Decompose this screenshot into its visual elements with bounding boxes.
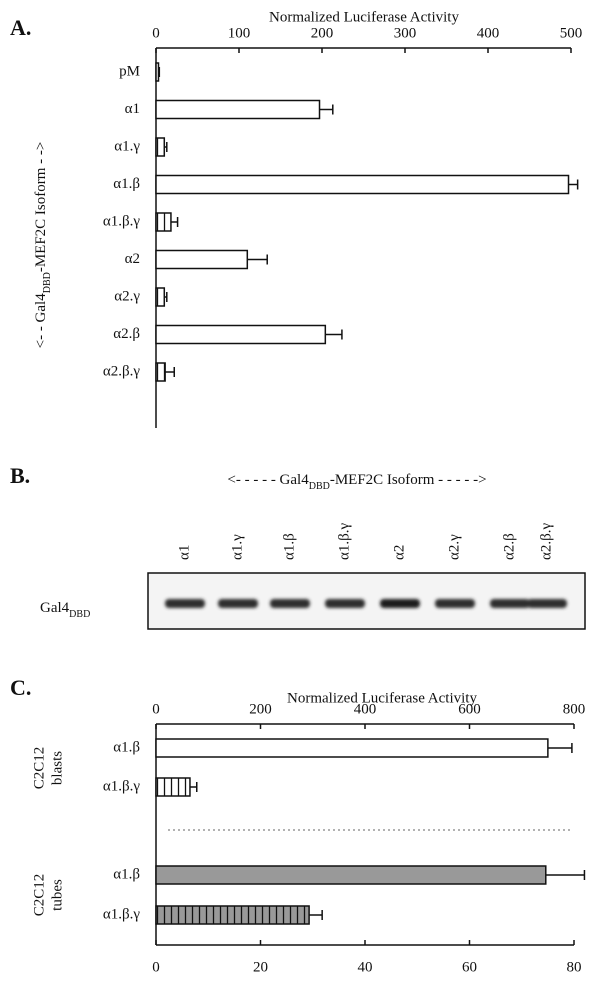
group-label: tubes xyxy=(49,879,65,911)
bar xyxy=(156,739,548,757)
y-tick-label: α1.γ xyxy=(114,138,140,154)
x-tick-label: 60 xyxy=(462,959,477,975)
panel-label: C. xyxy=(10,675,31,700)
group-label: C2C12 xyxy=(31,747,47,790)
y-tick-label: α2 xyxy=(125,251,140,267)
x-tick-label: 800 xyxy=(563,701,586,717)
x-tick-label: 100 xyxy=(228,25,251,41)
bar xyxy=(156,63,158,81)
y-tick-label: α1.β.γ xyxy=(103,906,140,922)
x-tick-label: 200 xyxy=(249,701,272,717)
panel-label: A. xyxy=(10,15,31,40)
y-tick-label: α2.γ xyxy=(114,288,140,304)
y-axis-title: <- - Gal4DBD-MEF2C Isoform - -> xyxy=(33,142,52,349)
blot-header-part: <- - - - - Gal4 xyxy=(227,472,309,488)
y-tick-label: α1.β xyxy=(113,866,140,882)
y-tick-label: α1 xyxy=(125,101,140,117)
lane-label: α1 xyxy=(176,545,192,560)
blot-header-subscript: DBD xyxy=(309,481,330,492)
x-tick-label: 400 xyxy=(477,25,500,41)
x-tick-label: 200 xyxy=(311,25,334,41)
blot-band xyxy=(435,599,475,608)
bar xyxy=(156,213,171,231)
x-tick-label: 400 xyxy=(354,701,377,717)
blot-band xyxy=(490,599,530,608)
lane-label: α1.γ xyxy=(229,534,245,560)
blot-band xyxy=(380,599,420,608)
y-tick-label: α1.β.γ xyxy=(103,778,140,794)
x-tick-label: 20 xyxy=(253,959,268,975)
bar xyxy=(156,326,325,344)
blot-row-label: Gal4DBD xyxy=(40,600,90,619)
blot-band xyxy=(270,599,310,608)
lane-label: α2.β.γ xyxy=(538,523,554,560)
bar xyxy=(156,866,546,884)
x-tick-label: 40 xyxy=(358,959,373,975)
blot-header: <- - - - - Gal4DBD-MEF2C Isoform - - - -… xyxy=(227,472,486,491)
y-axis-title-part: -MEF2C Isoform - -> xyxy=(33,142,49,273)
x-axis-title: Normalized Luciferase Activity xyxy=(287,690,477,706)
lane-label: α1.β xyxy=(281,533,297,560)
x-tick-label: 0 xyxy=(152,701,160,717)
lane-label: α1.β.γ xyxy=(336,523,352,560)
x-axis-title: Normalized Luciferase Activity xyxy=(269,9,459,25)
y-tick-label: pM xyxy=(119,63,140,79)
blot-header-part: -MEF2C Isoform - - - - -> xyxy=(330,472,487,488)
figure: A. Normalized Luciferase Activity <- - G… xyxy=(0,0,592,998)
blot-band xyxy=(325,599,365,608)
x-tick-label: 80 xyxy=(567,959,582,975)
x-tick-label: 500 xyxy=(560,25,583,41)
blot-band xyxy=(218,599,258,608)
x-tick-label: 300 xyxy=(394,25,417,41)
bar xyxy=(156,138,164,156)
lane-label: α2.γ xyxy=(446,534,462,560)
blot-row-label-part: Gal4 xyxy=(40,600,70,616)
blot-row-label-subscript: DBD xyxy=(69,609,90,620)
y-tick-label: α1.β.γ xyxy=(103,213,140,229)
bar xyxy=(156,176,569,194)
y-tick-label: α2.β xyxy=(113,326,140,342)
lane-label: α2 xyxy=(391,545,407,560)
y-tick-label: α2.β.γ xyxy=(103,363,140,379)
x-tick-label: 600 xyxy=(458,701,481,717)
group-label: C2C12 xyxy=(31,874,47,917)
bar xyxy=(156,363,165,381)
x-tick-label: 0 xyxy=(152,25,160,41)
y-tick-label: α1.β xyxy=(113,739,140,755)
bar xyxy=(156,288,164,306)
bar xyxy=(156,251,247,269)
lane-label: α2.β xyxy=(501,533,517,560)
group-label: blasts xyxy=(49,751,65,785)
bar xyxy=(156,778,190,796)
blot-band xyxy=(165,599,205,608)
y-tick-label: α1.β xyxy=(113,176,140,192)
panel-label: B. xyxy=(10,463,30,488)
bar xyxy=(156,101,320,119)
y-axis-title-subscript: DBD xyxy=(42,272,53,293)
bar xyxy=(156,906,309,924)
x-tick-label: 0 xyxy=(152,959,160,975)
y-axis-title-part: <- - Gal4 xyxy=(33,293,49,349)
blot-band xyxy=(527,599,567,608)
